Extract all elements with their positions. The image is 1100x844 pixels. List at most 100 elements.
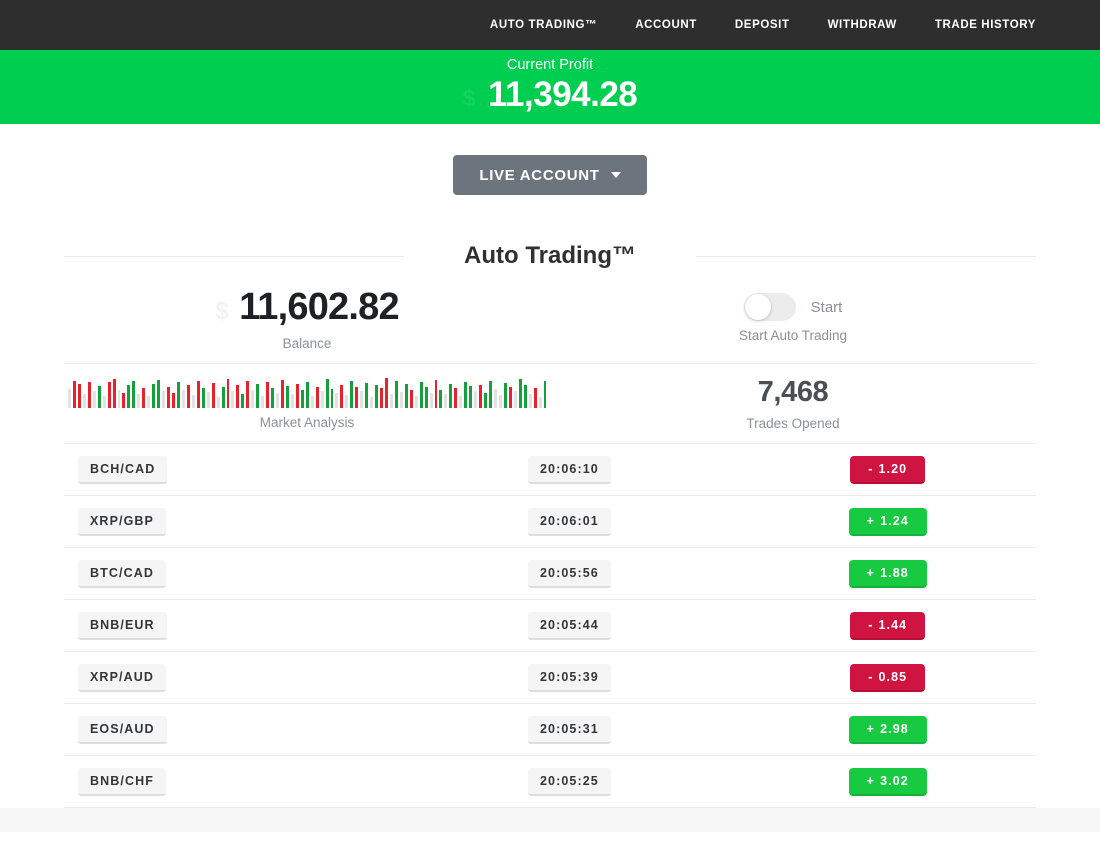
status-badge: +1.24 [848, 507, 927, 536]
market-bar [92, 390, 96, 408]
nav-auto-trading[interactable]: AUTO TRADING™ [489, 19, 598, 31]
auto-trading-toggle[interactable] [743, 293, 796, 321]
market-bar [82, 393, 86, 408]
trade-pl-cell: +1.24 [740, 507, 1036, 536]
section-header: Auto Trading™ [64, 239, 1036, 273]
market-bar [191, 394, 195, 408]
market-bar [295, 383, 299, 408]
table-row[interactable]: XRP/AUD 20:05:39 -0.85 [64, 652, 1036, 704]
market-bar [152, 383, 156, 408]
nav-withdraw[interactable]: WITHDRAW [827, 19, 897, 31]
trade-pl-cell: +3.02 [740, 767, 1036, 796]
stats-grid: $ 11,602.82 Balance Start Start Auto Tra… [64, 273, 1036, 444]
market-bar [112, 379, 116, 408]
market-bar [72, 380, 76, 408]
market-bar [172, 393, 175, 408]
market-bar [513, 390, 517, 408]
trade-pl-cell: -0.85 [740, 663, 1036, 692]
trades-opened-stat: 7,468 Trades Opened [550, 364, 1036, 443]
market-bar [216, 396, 220, 408]
nav-trade-history[interactable]: TRADE HISTORY [934, 19, 1036, 31]
market-bar [261, 395, 265, 408]
market-bar [498, 394, 502, 408]
auto-trading-toggle-row: Start [743, 293, 843, 321]
market-bar [162, 391, 166, 408]
market-bar [414, 395, 418, 408]
market-bar [236, 385, 240, 408]
stats-row-secondary: Market Analysis 7,468 Trades Opened [64, 364, 1036, 444]
table-row[interactable]: XRP/GBP 20:06:01 +1.24 [64, 496, 1036, 548]
market-bar [340, 384, 344, 408]
trade-pair-cell: XRP/AUD [64, 663, 399, 692]
market-bar [538, 396, 542, 408]
trade-time: 20:06:10 [528, 455, 611, 484]
market-analysis-chart [68, 378, 547, 408]
table-row[interactable]: BNB/EUR 20:05:44 -1.44 [64, 600, 1036, 652]
trade-time-cell: 20:05:25 [399, 767, 739, 796]
market-bar [241, 393, 245, 408]
nav-deposit[interactable]: DEPOSIT [734, 19, 790, 31]
trade-time-cell: 20:06:01 [399, 507, 739, 536]
table-row[interactable]: BTC/CAD 20:05:56 +1.88 [64, 548, 1036, 600]
trade-time: 20:05:44 [528, 611, 611, 640]
market-bar [117, 389, 121, 408]
market-bar [360, 390, 364, 408]
market-bar [365, 382, 369, 408]
nav-account[interactable]: ACCOUNT [635, 19, 697, 31]
balance-value-row: $ 11,602.82 [215, 286, 399, 329]
trade-time: 20:06:01 [528, 507, 611, 536]
trade-amount: 1.20 [878, 461, 908, 476]
market-bar [77, 384, 81, 408]
trade-pair: XRP/AUD [78, 663, 166, 692]
table-row[interactable]: BNB/CHF 20:05:25 +3.02 [64, 756, 1036, 808]
trade-pair-cell: BNB/CHF [64, 767, 399, 796]
market-bar [246, 381, 250, 408]
trade-pl-cell: -1.20 [740, 455, 1036, 484]
market-analysis-stat: Market Analysis [64, 364, 550, 443]
current-profit-value-row: $ 11,394.28 [463, 75, 638, 118]
trade-amount: 3.02 [880, 773, 909, 788]
trade-time: 20:05:56 [528, 559, 611, 588]
market-bar [523, 385, 527, 408]
market-bar [97, 385, 101, 408]
table-row[interactable]: BCH/CAD 20:06:10 -1.20 [64, 444, 1036, 496]
trade-pair: BNB/EUR [78, 611, 167, 640]
top-navbar: AUTO TRADING™ ACCOUNT DEPOSIT WITHDRAW TRADE… [0, 0, 1100, 50]
status-badge: -0.85 [850, 663, 926, 692]
market-bar [186, 384, 190, 408]
market-bar [181, 390, 185, 408]
market-bar [389, 393, 393, 408]
market-bar [474, 391, 478, 408]
chevron-down-icon [610, 172, 621, 178]
market-bar [493, 388, 497, 408]
trade-pair-cell: XRP/GBP [64, 507, 399, 536]
trade-amount: 2.98 [880, 721, 909, 736]
market-bar [201, 388, 205, 408]
auto-trading-toggle-label: Start [810, 298, 843, 316]
market-bar [543, 381, 547, 408]
trade-list: BCH/CAD 20:06:10 -1.20 XRP/GBP 20:06:01 +1.24… [64, 444, 1036, 808]
trade-pair: BCH/CAD [78, 455, 168, 484]
toggle-knob [744, 294, 771, 320]
market-bar [102, 395, 106, 408]
market-bar [211, 382, 215, 408]
market-bar [231, 390, 235, 408]
status-badge: +1.88 [848, 559, 927, 588]
market-bar [409, 389, 413, 408]
table-row[interactable]: EOS/AUD 20:05:31 +2.98 [64, 704, 1036, 756]
market-bar [251, 389, 255, 408]
trade-sign: - [868, 461, 874, 476]
market-bar [167, 386, 171, 408]
trade-pl-cell: +1.88 [740, 559, 1036, 588]
trade-sign: + [866, 565, 876, 580]
market-bar [280, 379, 284, 408]
market-bar [176, 381, 180, 408]
market-bar [300, 390, 304, 408]
trade-time-cell: 20:05:56 [399, 559, 739, 588]
status-badge: -1.20 [850, 455, 926, 484]
live-account-dropdown-button[interactable]: LIVE ACCOUNT [453, 155, 647, 195]
market-bar [355, 387, 359, 408]
market-bar [335, 393, 339, 408]
trade-pl-cell: -1.44 [740, 611, 1036, 640]
market-bar [325, 379, 329, 408]
